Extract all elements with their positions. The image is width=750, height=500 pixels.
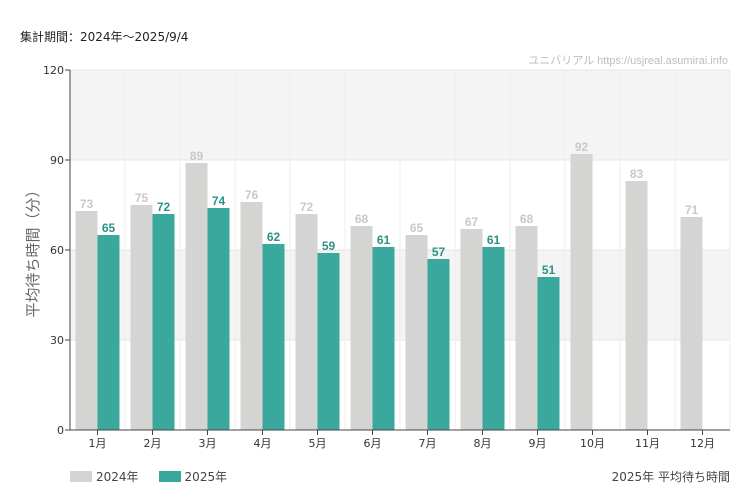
data-label-2024: 68	[520, 212, 534, 226]
legend-item-2024[interactable]: 2024年	[70, 468, 139, 485]
bar-2025[interactable]	[482, 247, 505, 430]
data-label-2024: 71	[685, 203, 699, 217]
legend-swatch-2025	[158, 471, 181, 482]
data-label-2025: 51	[542, 263, 556, 277]
x-tick-label: 1月	[89, 437, 107, 450]
data-label-2024: 68	[355, 212, 369, 226]
bar-2024[interactable]	[680, 217, 703, 430]
bar-2025[interactable]	[207, 208, 230, 430]
x-tick-label: 9月	[529, 437, 547, 450]
data-label-2025: 65	[102, 221, 116, 235]
data-label-2025: 62	[267, 230, 281, 244]
bar-2024[interactable]	[130, 205, 153, 430]
y-tick-label: 90	[50, 154, 64, 167]
bar-2025[interactable]	[537, 277, 560, 430]
chart-caption: 2025年 平均待ち時間	[611, 470, 730, 484]
data-label-2024: 83	[630, 167, 644, 181]
y-tick-label: 60	[50, 244, 64, 257]
bar-2025[interactable]	[317, 253, 340, 430]
bar-2025[interactable]	[372, 247, 395, 430]
x-tick-label: 12月	[690, 437, 715, 450]
x-tick-label: 6月	[364, 437, 382, 450]
bar-2025[interactable]	[97, 235, 120, 430]
y-tick-label: 0	[57, 424, 64, 437]
bar-2024[interactable]	[75, 211, 98, 430]
legend-label-2024: 2024年	[96, 470, 139, 484]
data-label-2025: 74	[212, 194, 226, 208]
bar-2024[interactable]	[515, 226, 538, 430]
y-tick-label: 30	[50, 334, 64, 347]
legend-item-2025[interactable]: 2025年	[158, 468, 228, 485]
bar-2025[interactable]	[262, 244, 285, 430]
axes	[65, 69, 730, 435]
data-label-2024: 89	[190, 149, 204, 163]
data-label-2025: 61	[377, 233, 391, 247]
bars	[75, 154, 703, 430]
data-label-2024: 75	[135, 191, 149, 205]
data-label-2024: 92	[575, 140, 589, 154]
bar-2024[interactable]	[185, 163, 208, 430]
x-tick-label: 7月	[419, 437, 437, 450]
source-credit: ユニバリアル https://usjreal.asumirai.info	[528, 55, 728, 67]
data-label-2025: 59	[322, 239, 336, 253]
bar-2024[interactable]	[405, 235, 428, 430]
legend: 2024年 2025年	[70, 468, 227, 485]
data-label-2025: 61	[487, 233, 501, 247]
x-tick-label: 10月	[580, 437, 605, 450]
value-labels: 73 65 75 72 89 74 76 62 72 59 68 61 65 57 67 61 68 51 92 83…	[80, 140, 699, 277]
bar-2024[interactable]	[240, 202, 263, 430]
data-label-2024: 76	[245, 188, 259, 202]
tick-labels: 0 30 60 90 120 1月 2月 3月 4月 5月 6月 7月 8月 9月 10月 11月 12月	[43, 64, 715, 450]
bar-2024[interactable]	[570, 154, 593, 430]
data-label-2024: 65	[410, 221, 424, 235]
legend-swatch-2024	[70, 471, 92, 482]
y-tick-label: 120	[43, 64, 64, 77]
y-axis-label: 平均待ち時間（分）	[24, 182, 42, 317]
bar-2024[interactable]	[350, 226, 373, 430]
x-tick-label: 5月	[309, 437, 327, 450]
data-label-2024: 67	[465, 215, 479, 229]
x-tick-label: 11月	[635, 437, 660, 450]
data-label-2025: 57	[432, 245, 446, 259]
bar-2025[interactable]	[427, 259, 450, 430]
data-label-2024: 72	[300, 200, 314, 214]
bar-2024[interactable]	[295, 214, 318, 430]
legend-label-2025: 2025年	[184, 470, 228, 484]
data-label-2025: 72	[157, 200, 171, 214]
bar-2024[interactable]	[460, 229, 483, 430]
collection-period: 集計期間：2024年～2025/9/4	[20, 30, 189, 44]
bar-2025[interactable]	[152, 214, 175, 430]
x-tick-label: 8月	[474, 437, 492, 450]
bar-2024[interactable]	[625, 181, 648, 430]
x-tick-label: 4月	[254, 437, 272, 450]
x-tick-label: 3月	[199, 437, 217, 450]
data-label-2024: 73	[80, 197, 94, 211]
x-tick-label: 2月	[144, 437, 162, 450]
